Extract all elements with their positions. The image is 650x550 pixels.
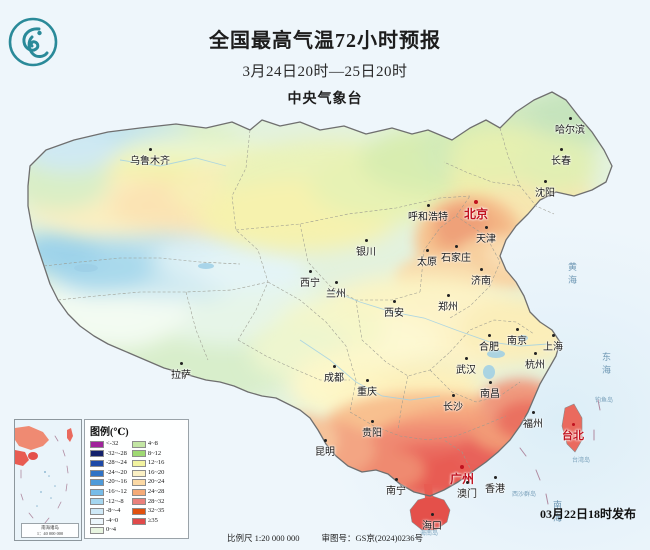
legend-color-swatch [131,450,146,458]
legend-range-label: 32~35 [147,507,165,515]
legend-range-label: -8~-4 [106,507,121,515]
inset-scale-ratio: 1：40 000 000 [36,530,64,536]
legend-row: -4~0 [90,517,127,526]
legend-range-label: 12~16 [147,459,165,467]
legend-column-warm: 4~8 8~12 12~16 16~20 20~24 24~28 28~32 32~35 ≥35 [131,440,165,535]
legend-color-swatch [131,459,146,467]
legend-color-swatch [131,440,146,448]
legend-title: 图例(℃) [90,427,129,438]
legend-row: 8~12 [131,449,165,459]
legend-range-label: 20~24 [147,478,165,486]
legend-row: 20~24 [131,478,165,487]
legend-row: 28~32 [131,497,165,507]
legend-row: ≥35 [131,516,165,526]
legend-color-swatch [90,507,104,515]
legend-range-label: ≥35 [147,516,158,524]
cma-emblem-icon [8,17,58,67]
legend-color-swatch [131,479,146,487]
legend-range-label: 0~4 [106,526,117,534]
legend-row: -12~-8 [90,498,127,507]
legend-color-swatch [131,488,146,496]
legend-range-label: 4~8 [147,440,158,448]
legend-row: 0~4 [90,526,127,535]
hainan-island [409,495,451,531]
legend-range-label: -20~-16 [106,478,127,486]
legend-color-swatch [131,498,146,506]
legend-range-label: 8~12 [147,449,162,457]
legend-color-swatch [90,440,104,448]
legend-color-swatch [131,517,146,525]
legend-color-swatch [90,517,104,525]
legend-color-swatch [90,498,104,506]
rivers-and-lakes [74,263,528,379]
legend-column-cold: <-32 -32~-28 -28~-24 -24~-20 -20~-16 -16~-12-… [90,440,127,535]
legend-range-label: -32~-28 [106,449,127,457]
legend-row: -24~-20 [90,469,127,478]
legend-range-label: -28~-24 [106,459,127,467]
legend-range-label: -4~0 [106,516,119,524]
legend-color-swatch [90,450,104,458]
nine-dash-line [519,399,601,505]
legend-panel: 图例(℃) <-32 -32~-28 -28~-24 -24~-20 -20~-16 -1… [84,419,189,539]
legend-color-swatch [131,469,146,477]
legend-color-swatch [90,527,104,535]
legend-color-swatch [90,459,104,467]
inset-scale: 南海诸岛 1：40 000 000 [21,523,79,538]
legend-row: 4~8 [131,440,165,449]
legend-range-label: <-32 [106,440,119,448]
legend-row: 12~16 [131,459,165,468]
legend-row: <-32 [90,440,127,449]
province-borders [43,127,555,473]
legend-range-label: 24~28 [147,488,165,496]
legend-color-swatch [90,479,104,487]
legend-range-label: 28~32 [147,497,165,505]
legend-row: -8~-4 [90,507,127,516]
legend-row: -20~-16 [90,478,127,487]
legend-row: -28~-24 [90,459,127,468]
legend-row: 16~20 [131,468,165,478]
legend-range-label: -12~-8 [106,497,124,505]
legend-row: -32~-28 [90,450,127,459]
taiwan-island [561,403,583,453]
legend-range-label: -16~-12 [106,488,127,496]
legend-row: -16~-12 [90,488,127,497]
legend-range-label: 16~20 [147,468,165,476]
legend-color-swatch [90,469,104,477]
legend-color-swatch [131,507,146,515]
legend-range-label: -24~-20 [106,468,127,476]
legend-color-swatch [90,488,104,496]
inset-scale-title: 南海诸岛 [41,525,59,530]
legend-row: 32~35 [131,507,165,516]
legend-row: 24~28 [131,488,165,497]
south-china-sea-inset: 南海诸岛 1：40 000 000 [14,419,82,541]
china-national-border [27,91,613,497]
